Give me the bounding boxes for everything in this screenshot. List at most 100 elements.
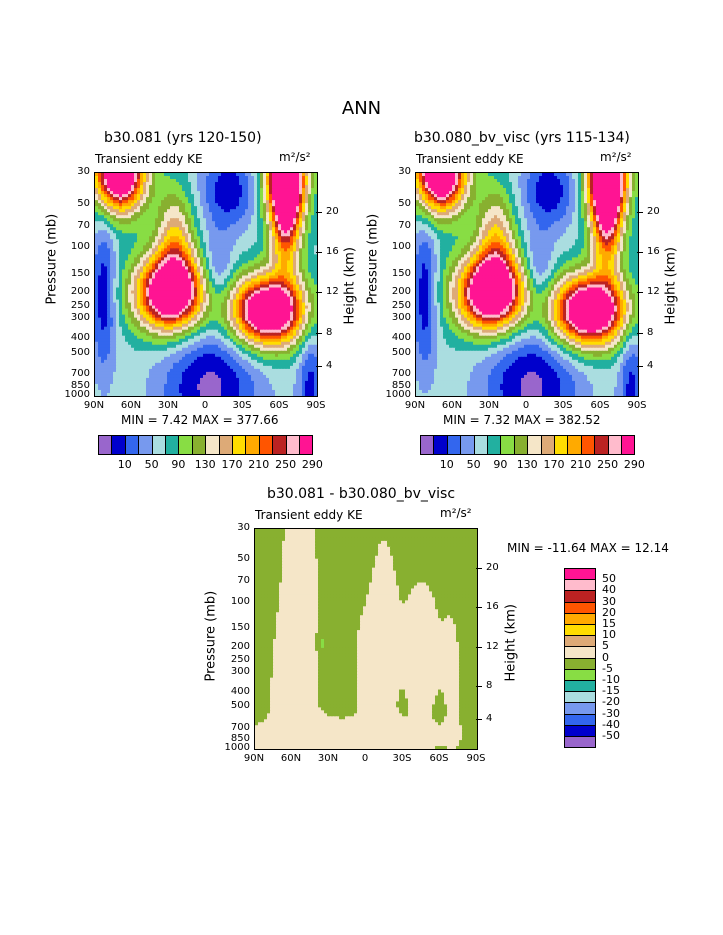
contour-cell — [107, 179, 111, 183]
contour-cell — [116, 338, 120, 343]
contour-cell — [281, 185, 285, 189]
contour-cell — [110, 212, 114, 216]
contour-cell — [161, 173, 165, 177]
contour-cell — [275, 308, 279, 313]
contour-cell — [218, 284, 222, 289]
contour-cell — [152, 179, 156, 183]
contour-cell — [173, 173, 177, 177]
contour-cell — [161, 200, 165, 204]
contour-cell — [149, 203, 153, 207]
contour-cell — [311, 350, 315, 355]
contour-cell — [203, 212, 207, 216]
contour-cell — [215, 341, 219, 346]
contour-cell — [155, 185, 159, 189]
contour-cell — [248, 371, 252, 376]
contour-cell — [119, 251, 123, 255]
contour-cell — [164, 221, 168, 225]
contour-cell — [206, 359, 210, 364]
contour-cell — [125, 173, 129, 177]
contour-cell — [290, 341, 294, 346]
contour-cell — [185, 209, 189, 213]
contour-cell — [167, 221, 171, 225]
contour-cell — [101, 308, 105, 313]
contour-cell — [299, 248, 303, 252]
contour-cell — [155, 236, 159, 240]
contour-cell — [104, 317, 108, 322]
contour-cell — [155, 362, 159, 367]
contour-cell — [272, 182, 276, 186]
contour-cell — [275, 206, 279, 210]
contour-cell — [185, 269, 189, 274]
contour-cell — [113, 233, 117, 237]
contour-cell — [224, 218, 228, 222]
contour-cell — [236, 299, 240, 304]
contour-cell — [245, 209, 249, 213]
contour-cell — [125, 260, 129, 264]
contour-cell — [245, 290, 249, 295]
contour-cell — [98, 239, 102, 243]
contour-cell — [197, 263, 201, 268]
contour-cell — [269, 191, 273, 195]
contour-cell — [119, 230, 123, 234]
contour-cell — [104, 176, 108, 180]
contour-cell — [296, 365, 300, 370]
contour-cell — [113, 332, 117, 337]
contour-cell — [176, 215, 180, 219]
contour-cell — [176, 194, 180, 198]
contour-cell — [296, 314, 300, 319]
contour-cell — [182, 227, 186, 231]
contour-cell — [170, 302, 174, 307]
contour-cell — [296, 269, 300, 274]
contour-cell — [140, 233, 144, 237]
contour-cell — [179, 347, 183, 352]
contour-cell — [254, 191, 258, 195]
contour-cell — [281, 200, 285, 204]
contour-cell — [146, 257, 150, 261]
contour-cell — [227, 314, 231, 319]
contour-cell — [200, 353, 204, 358]
contour-cell — [218, 221, 222, 225]
contour-cell — [206, 371, 210, 376]
contour-cell — [251, 308, 255, 313]
contour-cell — [293, 269, 297, 274]
contour-cell — [212, 254, 216, 258]
contour-cell — [269, 353, 273, 358]
contour-cell — [233, 278, 237, 283]
contour-cell — [149, 335, 153, 340]
contour-cell — [254, 287, 258, 292]
contour-cell — [239, 194, 243, 198]
contour-cell — [281, 263, 285, 268]
contour-cell — [122, 266, 126, 271]
contour-cell — [122, 356, 126, 361]
contour-cell — [248, 308, 252, 313]
contour-cell — [269, 242, 273, 246]
contour-cell — [137, 365, 141, 370]
contour-cell — [104, 299, 108, 304]
contour-cell — [116, 263, 120, 268]
contour-cell — [104, 206, 108, 210]
contour-cell — [242, 239, 246, 243]
contour-cell — [290, 200, 294, 204]
contour-cell — [230, 371, 234, 376]
contour-cell — [146, 356, 150, 361]
contour-cell — [173, 257, 177, 261]
contour-cell — [176, 269, 180, 274]
contour-cell — [134, 275, 138, 280]
contour-cell — [281, 311, 285, 316]
contour-cell — [152, 320, 156, 325]
contour-cell — [215, 239, 219, 243]
contour-cell — [146, 218, 150, 222]
contour-cell — [290, 182, 294, 186]
contour-cell — [95, 203, 99, 207]
contour-cell — [176, 206, 180, 210]
contour-cell — [227, 293, 231, 298]
contour-cell — [119, 176, 123, 180]
contour-cell — [128, 341, 132, 346]
contour-cell — [302, 278, 306, 283]
contour-cell — [266, 227, 270, 231]
contour-cell — [278, 266, 282, 271]
contour-cell — [269, 194, 273, 198]
contour-cell — [149, 269, 153, 274]
contour-cell — [305, 218, 309, 222]
contour-cell — [152, 374, 156, 379]
